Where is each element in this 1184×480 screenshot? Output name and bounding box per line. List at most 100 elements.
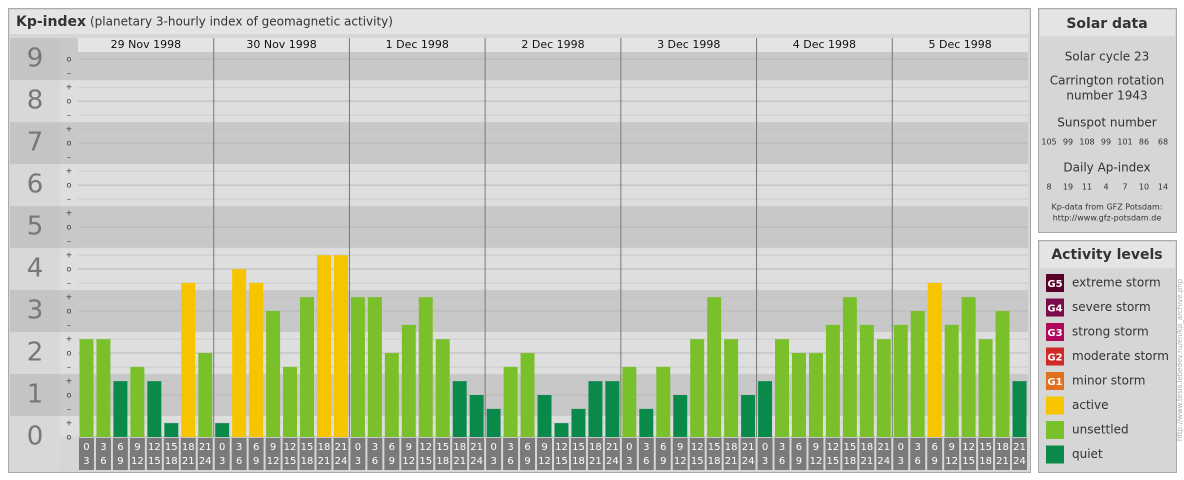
solar-cycle: Solar cycle 23 xyxy=(1065,50,1150,64)
hour-cell xyxy=(248,438,264,470)
bar xyxy=(808,353,823,437)
bar xyxy=(724,339,739,437)
day-label: 4 Dec 1998 xyxy=(793,38,856,51)
x-tick-label: 15 xyxy=(148,456,161,467)
hour-cell xyxy=(367,438,383,470)
minor-label: o xyxy=(67,265,72,274)
bar xyxy=(639,408,654,437)
x-tick-label: 15 xyxy=(962,456,975,467)
y-tick-label: 5 xyxy=(27,212,44,242)
ap-title: Daily Ap-index xyxy=(1063,161,1150,175)
day-label: 29 Nov 1998 xyxy=(111,38,181,51)
bar xyxy=(588,381,603,437)
minor-label: – xyxy=(67,279,71,288)
hour-cell xyxy=(350,438,366,470)
bar xyxy=(893,324,908,437)
level-badge-text: G3 xyxy=(1047,328,1062,339)
y-tick-label: 0 xyxy=(27,422,44,452)
x-tick-label: 6 xyxy=(932,442,938,453)
solar-value: 10 xyxy=(1139,183,1149,192)
minor-cell xyxy=(60,164,78,207)
y-band-cell xyxy=(10,164,60,207)
x-tick-label: 3 xyxy=(915,442,921,453)
x-tick-label: 15 xyxy=(165,442,178,453)
x-tick-label: 15 xyxy=(436,442,449,453)
minor-cell xyxy=(60,206,78,249)
level-badge xyxy=(1046,323,1064,341)
x-tick-label: 9 xyxy=(406,442,412,453)
level-badge-text: G2 xyxy=(1047,353,1062,364)
x-tick-label: 9 xyxy=(389,456,395,467)
x-tick-label: 9 xyxy=(660,456,666,467)
bar xyxy=(384,353,399,437)
bar xyxy=(79,339,94,437)
x-tick-label: 12 xyxy=(810,456,823,467)
x-tick-label: 3 xyxy=(626,456,632,467)
bar xyxy=(690,339,705,437)
level-label: active xyxy=(1072,398,1108,412)
level-label: minor storm xyxy=(1072,374,1145,388)
x-tick-label: 18 xyxy=(182,442,195,453)
x-tick-label: 6 xyxy=(507,456,513,467)
bar xyxy=(537,395,552,437)
minor-label: + xyxy=(66,335,73,344)
x-tick-label: 0 xyxy=(83,442,89,453)
solar-title: Solar data xyxy=(1066,16,1147,32)
x-tick-label: 6 xyxy=(372,456,378,467)
minor-label: + xyxy=(66,125,73,134)
bar xyxy=(656,366,671,437)
bar xyxy=(758,381,773,437)
bar xyxy=(232,269,247,437)
x-tick-label: 3 xyxy=(490,456,496,467)
bar xyxy=(469,395,484,437)
x-tick-label: 9 xyxy=(253,456,259,467)
level-badge xyxy=(1046,396,1064,415)
x-tick-label: 6 xyxy=(236,456,242,467)
x-tick-label: 12 xyxy=(538,456,551,467)
carrington: Carrington rotation xyxy=(1050,74,1164,88)
x-tick-label: 0 xyxy=(626,442,632,453)
header-row xyxy=(78,38,1028,52)
x-tick-label: 9 xyxy=(524,456,530,467)
x-tick-label: 12 xyxy=(555,442,568,453)
day-label: 3 Dec 1998 xyxy=(657,38,720,51)
level-badge xyxy=(1046,347,1064,366)
y-tick-label: 7 xyxy=(27,128,44,158)
hour-cell xyxy=(435,438,451,470)
x-tick-label: 18 xyxy=(708,456,721,467)
level-badge xyxy=(1046,372,1064,390)
x-tick-label: 6 xyxy=(389,442,395,453)
hour-cell xyxy=(825,438,841,470)
hour-cell xyxy=(231,438,247,470)
x-tick-label: 18 xyxy=(436,456,449,467)
y-tick-label: 8 xyxy=(27,86,44,116)
bar xyxy=(452,381,467,437)
bar xyxy=(792,353,806,437)
y-tick-label: 3 xyxy=(27,296,44,326)
x-tick-label: 18 xyxy=(572,456,585,467)
level-badge xyxy=(1046,421,1064,439)
levels-title-bar xyxy=(1040,242,1175,268)
credit: http://www.tesis.lebedev.ru/en/kp_archiv… xyxy=(1176,278,1184,441)
hour-cell xyxy=(1012,438,1027,470)
bar xyxy=(249,282,264,437)
hour-cell xyxy=(163,438,179,470)
minor-label: – xyxy=(67,321,71,330)
solar-value: 7 xyxy=(1122,183,1127,192)
minor-label: o xyxy=(67,433,72,442)
x-tick-label: 15 xyxy=(827,456,840,467)
bar xyxy=(317,255,331,437)
x-tick-label: 24 xyxy=(1013,456,1026,467)
solar-value: 68 xyxy=(1158,138,1168,147)
x-tick-label: 24 xyxy=(470,456,483,467)
bar xyxy=(418,297,433,437)
bar xyxy=(435,339,450,437)
x-tick-label: 12 xyxy=(284,442,297,453)
level-badge xyxy=(1046,445,1064,464)
hour-cell xyxy=(452,438,468,470)
x-tick-label: 3 xyxy=(507,442,513,453)
x-tick-label: 24 xyxy=(335,456,348,467)
bar xyxy=(520,353,535,437)
bar xyxy=(554,423,569,437)
solar-value: 108 xyxy=(1079,138,1094,147)
